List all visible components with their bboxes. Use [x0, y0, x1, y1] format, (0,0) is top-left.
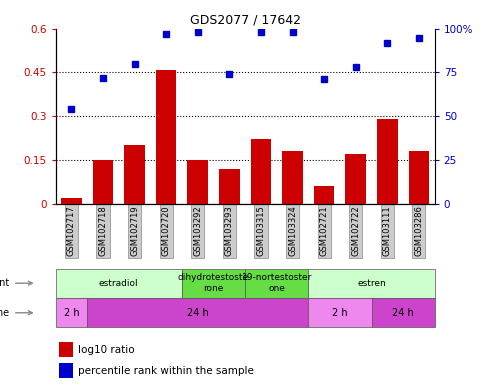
Bar — [308, 269, 435, 298]
Bar — [245, 269, 308, 298]
Bar — [345, 154, 366, 204]
Text: time: time — [0, 308, 32, 318]
Text: agent: agent — [0, 278, 32, 288]
Text: log10 ratio: log10 ratio — [78, 345, 135, 355]
Bar — [377, 119, 398, 204]
Text: 24 h: 24 h — [187, 308, 209, 318]
Bar — [156, 70, 176, 204]
Bar — [409, 151, 429, 204]
Bar — [87, 298, 308, 327]
Bar — [93, 160, 113, 204]
Text: 2 h: 2 h — [64, 308, 79, 318]
Bar — [56, 269, 182, 298]
Bar — [314, 186, 334, 204]
Bar — [251, 139, 271, 204]
Bar — [219, 169, 240, 204]
Title: GDS2077 / 17642: GDS2077 / 17642 — [190, 13, 300, 26]
Bar — [56, 298, 87, 327]
Bar — [282, 151, 303, 204]
Bar — [182, 269, 245, 298]
Text: 19-nortestoster
one: 19-nortestoster one — [242, 273, 312, 293]
Bar — [124, 145, 145, 204]
Text: 2 h: 2 h — [332, 308, 348, 318]
Bar — [371, 298, 435, 327]
Text: dihydrotestoste
rone: dihydrotestoste rone — [178, 273, 249, 293]
Bar — [187, 160, 208, 204]
Bar — [59, 342, 72, 357]
Text: estren: estren — [357, 279, 386, 288]
Bar — [308, 298, 371, 327]
Bar — [61, 198, 82, 204]
Text: 24 h: 24 h — [392, 308, 414, 318]
Text: estradiol: estradiol — [99, 279, 139, 288]
Text: percentile rank within the sample: percentile rank within the sample — [78, 366, 254, 376]
Bar — [59, 363, 72, 378]
